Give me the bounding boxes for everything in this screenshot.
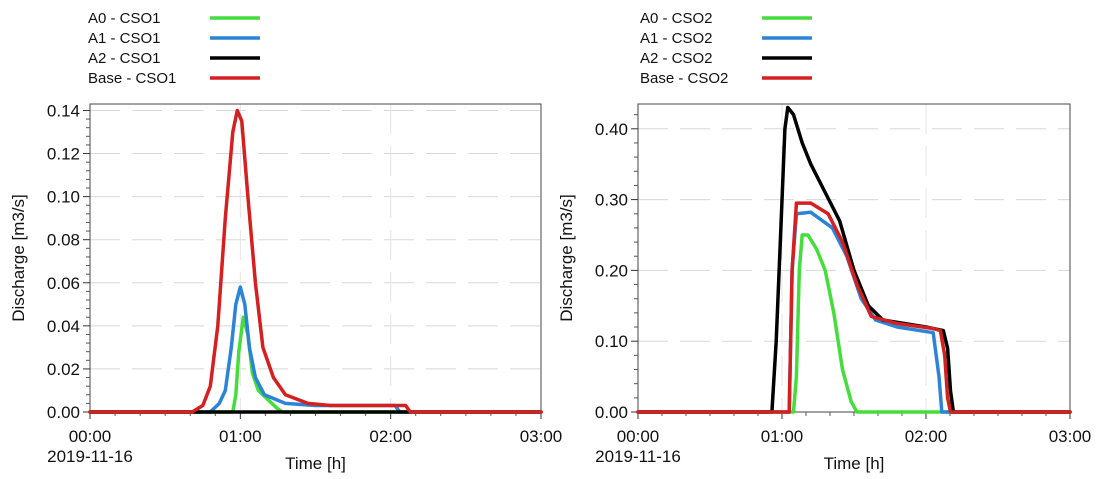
series-line-a1-cso2: [638, 212, 1070, 412]
legend-label: A2 - CSO1: [88, 50, 161, 67]
plot-frame: [90, 104, 541, 412]
x-tick-label: 00:00: [69, 427, 112, 446]
legend-label: Base - CSO2: [640, 70, 728, 87]
x-tick-label: 03:00: [1049, 427, 1092, 446]
legend-label: Base - CSO1: [88, 70, 176, 87]
series-line-a0-cso1: [90, 317, 541, 412]
y-axis-label: Discharge [m3/s]: [9, 194, 28, 322]
y-tick-label: 0.08: [47, 231, 80, 250]
series-line-a2-cso2: [638, 108, 1070, 413]
legend: A0 - CSO1 A1 - CSO1 A2 - CSO1 Base - CSO1: [88, 10, 260, 87]
chart-1: 0.00 0.02 0.04 0.06 0.08 0.10 0.12 0.14 00:00 01:…: [9, 10, 562, 473]
x-date-label: 2019-11-16: [47, 447, 133, 466]
x-tick-label: 03:00: [520, 427, 563, 446]
y-tick-label: 0.00: [595, 403, 628, 422]
y-tick-label: 0.14: [47, 101, 80, 120]
legend-label: A0 - CSO2: [640, 10, 713, 27]
series-line-base-cso1: [90, 111, 541, 413]
legend-label: A0 - CSO1: [88, 10, 161, 27]
x-tick-label: 02:00: [905, 427, 948, 446]
y-tick-label: 0.06: [47, 274, 80, 293]
legend-label: A2 - CSO2: [640, 50, 713, 67]
legend: A0 - CSO2 A1 - CSO2 A2 - CSO2 Base - CSO2: [640, 10, 812, 87]
legend-label: A1 - CSO2: [640, 30, 713, 47]
x-tick-label: 00:00: [617, 427, 660, 446]
x-axis-label: Time [h]: [824, 454, 885, 473]
y-tick-label: 0.04: [47, 317, 80, 336]
y-tick-label: 0.20: [595, 261, 628, 280]
series-line-a0-cso2: [638, 235, 1070, 412]
y-tick-label: 0.40: [595, 120, 628, 139]
series-line-a1-cso1: [90, 287, 541, 412]
y-tick-label: 0.00: [47, 403, 80, 422]
x-date-label: 2019-11-16: [595, 447, 681, 466]
y-tick-label: 0.30: [595, 191, 628, 210]
plot-frame: [638, 104, 1070, 412]
series-line-base-cso2: [638, 203, 1070, 412]
y-tick-label: 0.12: [47, 145, 80, 164]
x-tick-label: 02:00: [369, 427, 412, 446]
y-tick-label: 0.02: [47, 360, 80, 379]
chart-2: 0.00 0.10 0.20 0.30 0.40 00:00 01:00 02:00 03:00…: [557, 10, 1091, 473]
x-tick-label: 01:00: [761, 427, 804, 446]
y-axis-label: Discharge [m3/s]: [557, 194, 576, 322]
y-tick-label: 0.10: [595, 332, 628, 351]
y-tick-label: 0.10: [47, 188, 80, 207]
x-tick-label: 01:00: [219, 427, 262, 446]
x-axis-label: Time [h]: [285, 454, 346, 473]
legend-label: A1 - CSO1: [88, 30, 161, 47]
